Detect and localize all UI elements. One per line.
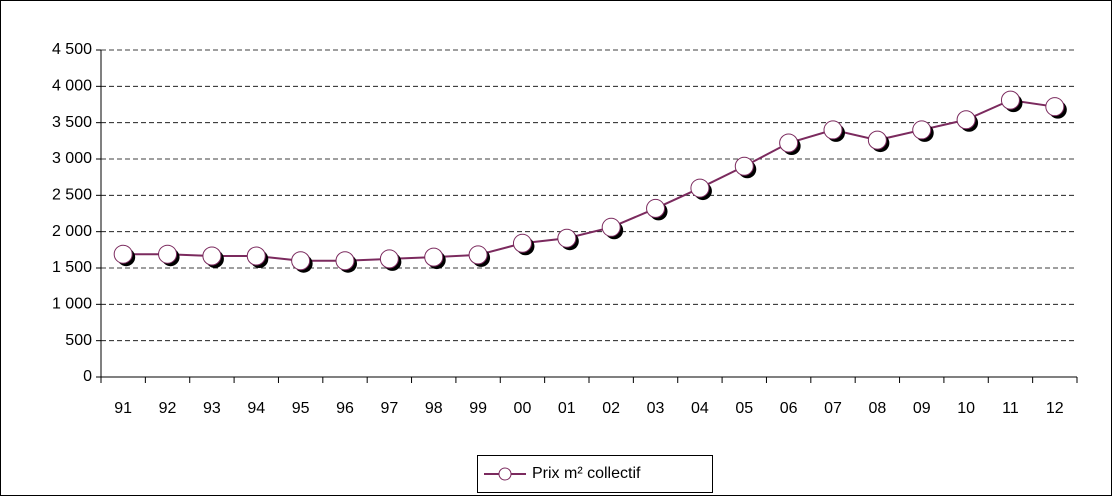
marker (335, 251, 355, 271)
x-tick-label: 11 (1002, 400, 1019, 417)
y-tick-label: 4 000 (52, 78, 92, 95)
x-tick-label: 95 (292, 400, 310, 417)
marker (158, 244, 178, 264)
y-tick-label: 2 500 (52, 187, 92, 204)
marker (779, 133, 799, 153)
legend-marker (498, 467, 512, 481)
y-tick-label: 0 (83, 368, 92, 385)
marker (557, 228, 577, 248)
y-tick-label: 1 500 (52, 259, 92, 276)
marker (867, 130, 887, 150)
x-tick-label: 12 (1046, 400, 1064, 417)
x-tick-label: 04 (691, 400, 709, 417)
marker (379, 249, 399, 269)
x-tick-label: 02 (602, 400, 620, 417)
x-tick-label: 99 (469, 400, 487, 417)
marker (291, 251, 311, 271)
marker (113, 244, 133, 264)
x-tick-label: 01 (558, 400, 576, 417)
marker (424, 247, 444, 267)
x-tick-label: 05 (735, 400, 753, 417)
x-tick-label: 92 (159, 400, 177, 417)
marker (734, 156, 754, 176)
x-tick-label: 94 (247, 400, 265, 417)
x-tick-label: 98 (425, 400, 443, 417)
y-tick-label: 500 (65, 332, 92, 349)
y-tick-label: 4 500 (52, 41, 92, 58)
marker (690, 178, 710, 198)
x-tick-label: 91 (114, 400, 132, 417)
y-tick-label: 1 000 (52, 296, 92, 313)
x-tick-label: 09 (913, 400, 931, 417)
x-tick-label: 10 (957, 400, 975, 417)
marker (956, 110, 976, 130)
marker (1000, 90, 1020, 110)
marker (646, 198, 666, 218)
marker (1045, 97, 1065, 117)
y-tick-label: 3 500 (52, 114, 92, 131)
marker (912, 120, 932, 140)
x-tick-label: 00 (514, 400, 532, 417)
marker (512, 233, 532, 253)
y-tick-label: 2 000 (52, 223, 92, 240)
x-tick-label: 96 (336, 400, 354, 417)
x-tick-label: 06 (780, 400, 798, 417)
legend-label: Prix m² collectif (532, 465, 641, 482)
marker (246, 246, 266, 266)
y-tick-label: 3 000 (52, 150, 92, 167)
x-tick-label: 07 (824, 400, 842, 417)
x-tick-label: 03 (647, 400, 665, 417)
marker (823, 120, 843, 140)
marker (468, 245, 488, 265)
x-tick-label: 97 (380, 400, 398, 417)
line (123, 99, 1055, 262)
x-tick-label: 93 (203, 400, 221, 417)
marker (202, 246, 222, 266)
x-tick-label: 08 (868, 400, 886, 417)
marker (601, 217, 621, 237)
